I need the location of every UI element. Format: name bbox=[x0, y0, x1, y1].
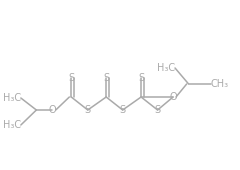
Text: H₃C: H₃C bbox=[3, 93, 21, 103]
Text: S: S bbox=[103, 73, 109, 83]
Text: H₃C: H₃C bbox=[157, 63, 175, 73]
Text: S: S bbox=[155, 105, 161, 115]
Text: S: S bbox=[138, 73, 144, 83]
Text: H₃C: H₃C bbox=[3, 120, 21, 130]
Text: S: S bbox=[68, 73, 74, 83]
Text: O: O bbox=[48, 105, 56, 115]
Text: S: S bbox=[120, 105, 126, 115]
Text: O: O bbox=[169, 92, 177, 102]
Text: S: S bbox=[85, 105, 91, 115]
Text: CH₃: CH₃ bbox=[211, 79, 229, 89]
